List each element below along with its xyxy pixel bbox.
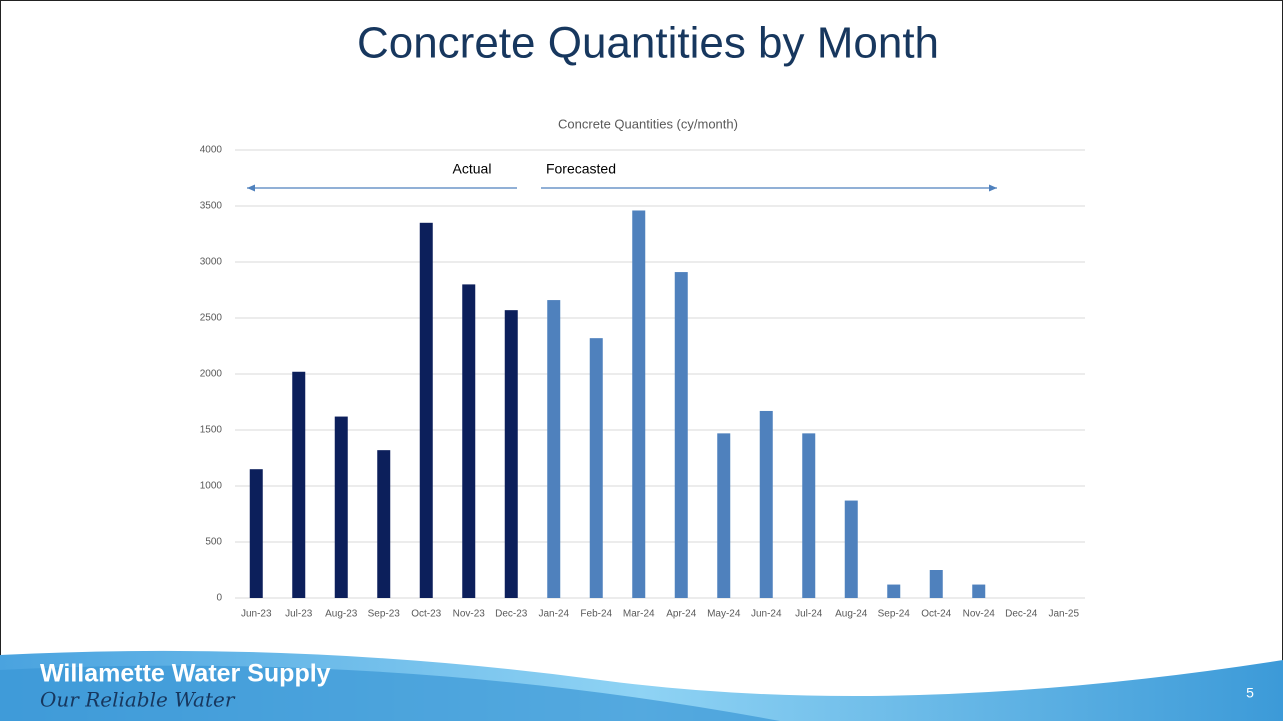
x-tick-label: Jun-24 [751,609,782,620]
slide-title: Concrete Quantities by Month [357,19,939,68]
x-tick-label: Aug-24 [835,609,868,620]
x-tick-label: Oct-24 [921,609,951,620]
arrow-head [247,184,255,192]
y-tick-label: 3000 [200,257,223,268]
x-tick-label: Feb-24 [580,609,612,620]
x-tick-label: Jan-25 [1048,609,1079,620]
x-tick-label: Sep-23 [368,609,401,620]
bar [972,584,986,598]
x-tick-label: Nov-24 [963,609,996,620]
bar [419,222,433,599]
y-tick-label: 4000 [200,145,223,156]
footer-wave-dark [0,665,780,721]
tagline: Our Reliable Water [40,688,236,712]
bar [802,433,816,598]
y-tick-label: 1000 [200,481,223,492]
annotation: Forecasted [546,161,616,177]
x-tick-label: Apr-24 [666,609,696,620]
y-tick-label: 0 [216,593,222,604]
x-tick-label: Mar-24 [623,609,655,620]
x-tick-label: Jul-24 [795,609,823,620]
bar [547,300,561,598]
page-number: 5 [1246,685,1254,701]
bar [632,210,646,599]
x-tick-label: Dec-24 [1005,609,1038,620]
annotation: Actual [453,161,492,177]
x-tick-label: Jun-23 [241,609,272,620]
y-tick-label: 500 [205,537,222,548]
bar [249,469,263,598]
y-tick-label: 3500 [200,201,223,212]
bar [334,416,348,598]
x-tick-label: Nov-23 [453,609,486,620]
bar [589,338,603,598]
y-tick-label: 2500 [200,313,223,324]
y-tick-label: 2000 [200,369,223,380]
bar [462,284,476,598]
x-tick-label: May-24 [707,609,741,620]
bar [504,310,518,598]
y-tick-label: 1500 [200,425,223,436]
bar [844,500,858,598]
x-tick-label: Aug-23 [325,609,358,620]
bar [377,450,391,598]
arrow-head [989,184,997,192]
bar [717,433,731,598]
bar [887,584,901,598]
x-tick-label: Dec-23 [495,609,528,620]
x-tick-label: Jan-24 [538,609,569,620]
bar [759,410,773,598]
chart-title: Concrete Quantities (cy/month) [558,116,738,131]
x-tick-label: Jul-23 [285,609,313,620]
bar [292,371,306,598]
bar [929,570,943,598]
brand: Willamette Water Supply [40,660,331,688]
bar [674,272,688,598]
x-tick-label: Oct-23 [411,609,441,620]
x-tick-label: Sep-24 [878,609,911,620]
